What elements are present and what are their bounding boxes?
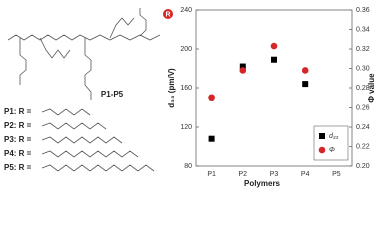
point <box>301 67 309 74</box>
legend-marker <box>318 146 326 154</box>
chain <box>41 122 107 130</box>
point <box>239 67 247 74</box>
y-tick-label: 120 <box>180 124 192 131</box>
y2-tick-label: 0.26 <box>356 104 370 111</box>
y2-tick-label: 0.36 <box>356 7 370 14</box>
structure: R P1-P5 P1: R = P2: R = P3: R = P4: R = … <box>4 8 173 172</box>
r-label: P4: R = <box>4 149 32 158</box>
x-tick-label: P5 <box>332 171 341 178</box>
legend-marker <box>319 133 325 139</box>
y2-tick-label: 0.30 <box>356 65 370 72</box>
point <box>270 42 278 50</box>
side-chain <box>84 38 92 100</box>
figure: R P1-P5 P1: R = P2: R = P3: R = P4: R = … <box>4 7 376 188</box>
polymer-label: P1-P5 <box>101 90 124 99</box>
y2-axis-title: Φ value <box>367 73 376 103</box>
y2-tick-label: 0.22 <box>356 143 370 150</box>
r-badge <box>163 9 173 19</box>
chain <box>41 108 91 116</box>
y-axis-title: d₃₃ (pm/V) <box>167 68 176 108</box>
y-tick-label: 240 <box>180 7 192 14</box>
y2-tick-label: 0.24 <box>356 124 370 131</box>
r-label: P3: R = <box>4 135 32 144</box>
backbone <box>7 34 161 41</box>
y-tick-label: 160 <box>180 85 192 92</box>
x-tick-label: P1 <box>207 171 216 178</box>
chain <box>41 136 123 144</box>
r-label: P2: R = <box>4 121 32 130</box>
side-chain <box>139 8 147 37</box>
x-tick-label: P2 <box>239 171 248 178</box>
x-tick-label: P4 <box>301 171 310 178</box>
side-chain <box>19 38 27 85</box>
point <box>302 81 309 88</box>
x-axis-title: Polymers <box>244 179 281 188</box>
y-tick-label: 200 <box>180 46 192 53</box>
r-label: P5: R = <box>4 163 32 172</box>
y-tick-label: 80 <box>184 163 192 170</box>
side-chain <box>109 17 135 39</box>
y2-tick-label: 0.32 <box>356 46 370 53</box>
y2-tick-label: 0.20 <box>356 163 370 170</box>
side-chain <box>39 37 71 59</box>
y2-tick-label: 0.34 <box>356 26 370 33</box>
legend-label: Φ <box>329 147 335 154</box>
r-list: P1: R = P2: R = P3: R = P4: R = P5: R = <box>4 107 155 172</box>
legend-label: d₃₃ <box>329 133 339 140</box>
r-label: P1: R = <box>4 107 32 116</box>
r-symbol: R <box>165 11 170 18</box>
y2-tick-label: 0.28 <box>356 85 370 92</box>
chain <box>41 150 139 158</box>
x-tick-label: P3 <box>270 171 279 178</box>
chain <box>41 164 155 172</box>
point <box>208 135 215 142</box>
point <box>239 63 246 70</box>
point <box>208 94 215 102</box>
legend-box <box>313 125 349 161</box>
point <box>271 56 277 63</box>
